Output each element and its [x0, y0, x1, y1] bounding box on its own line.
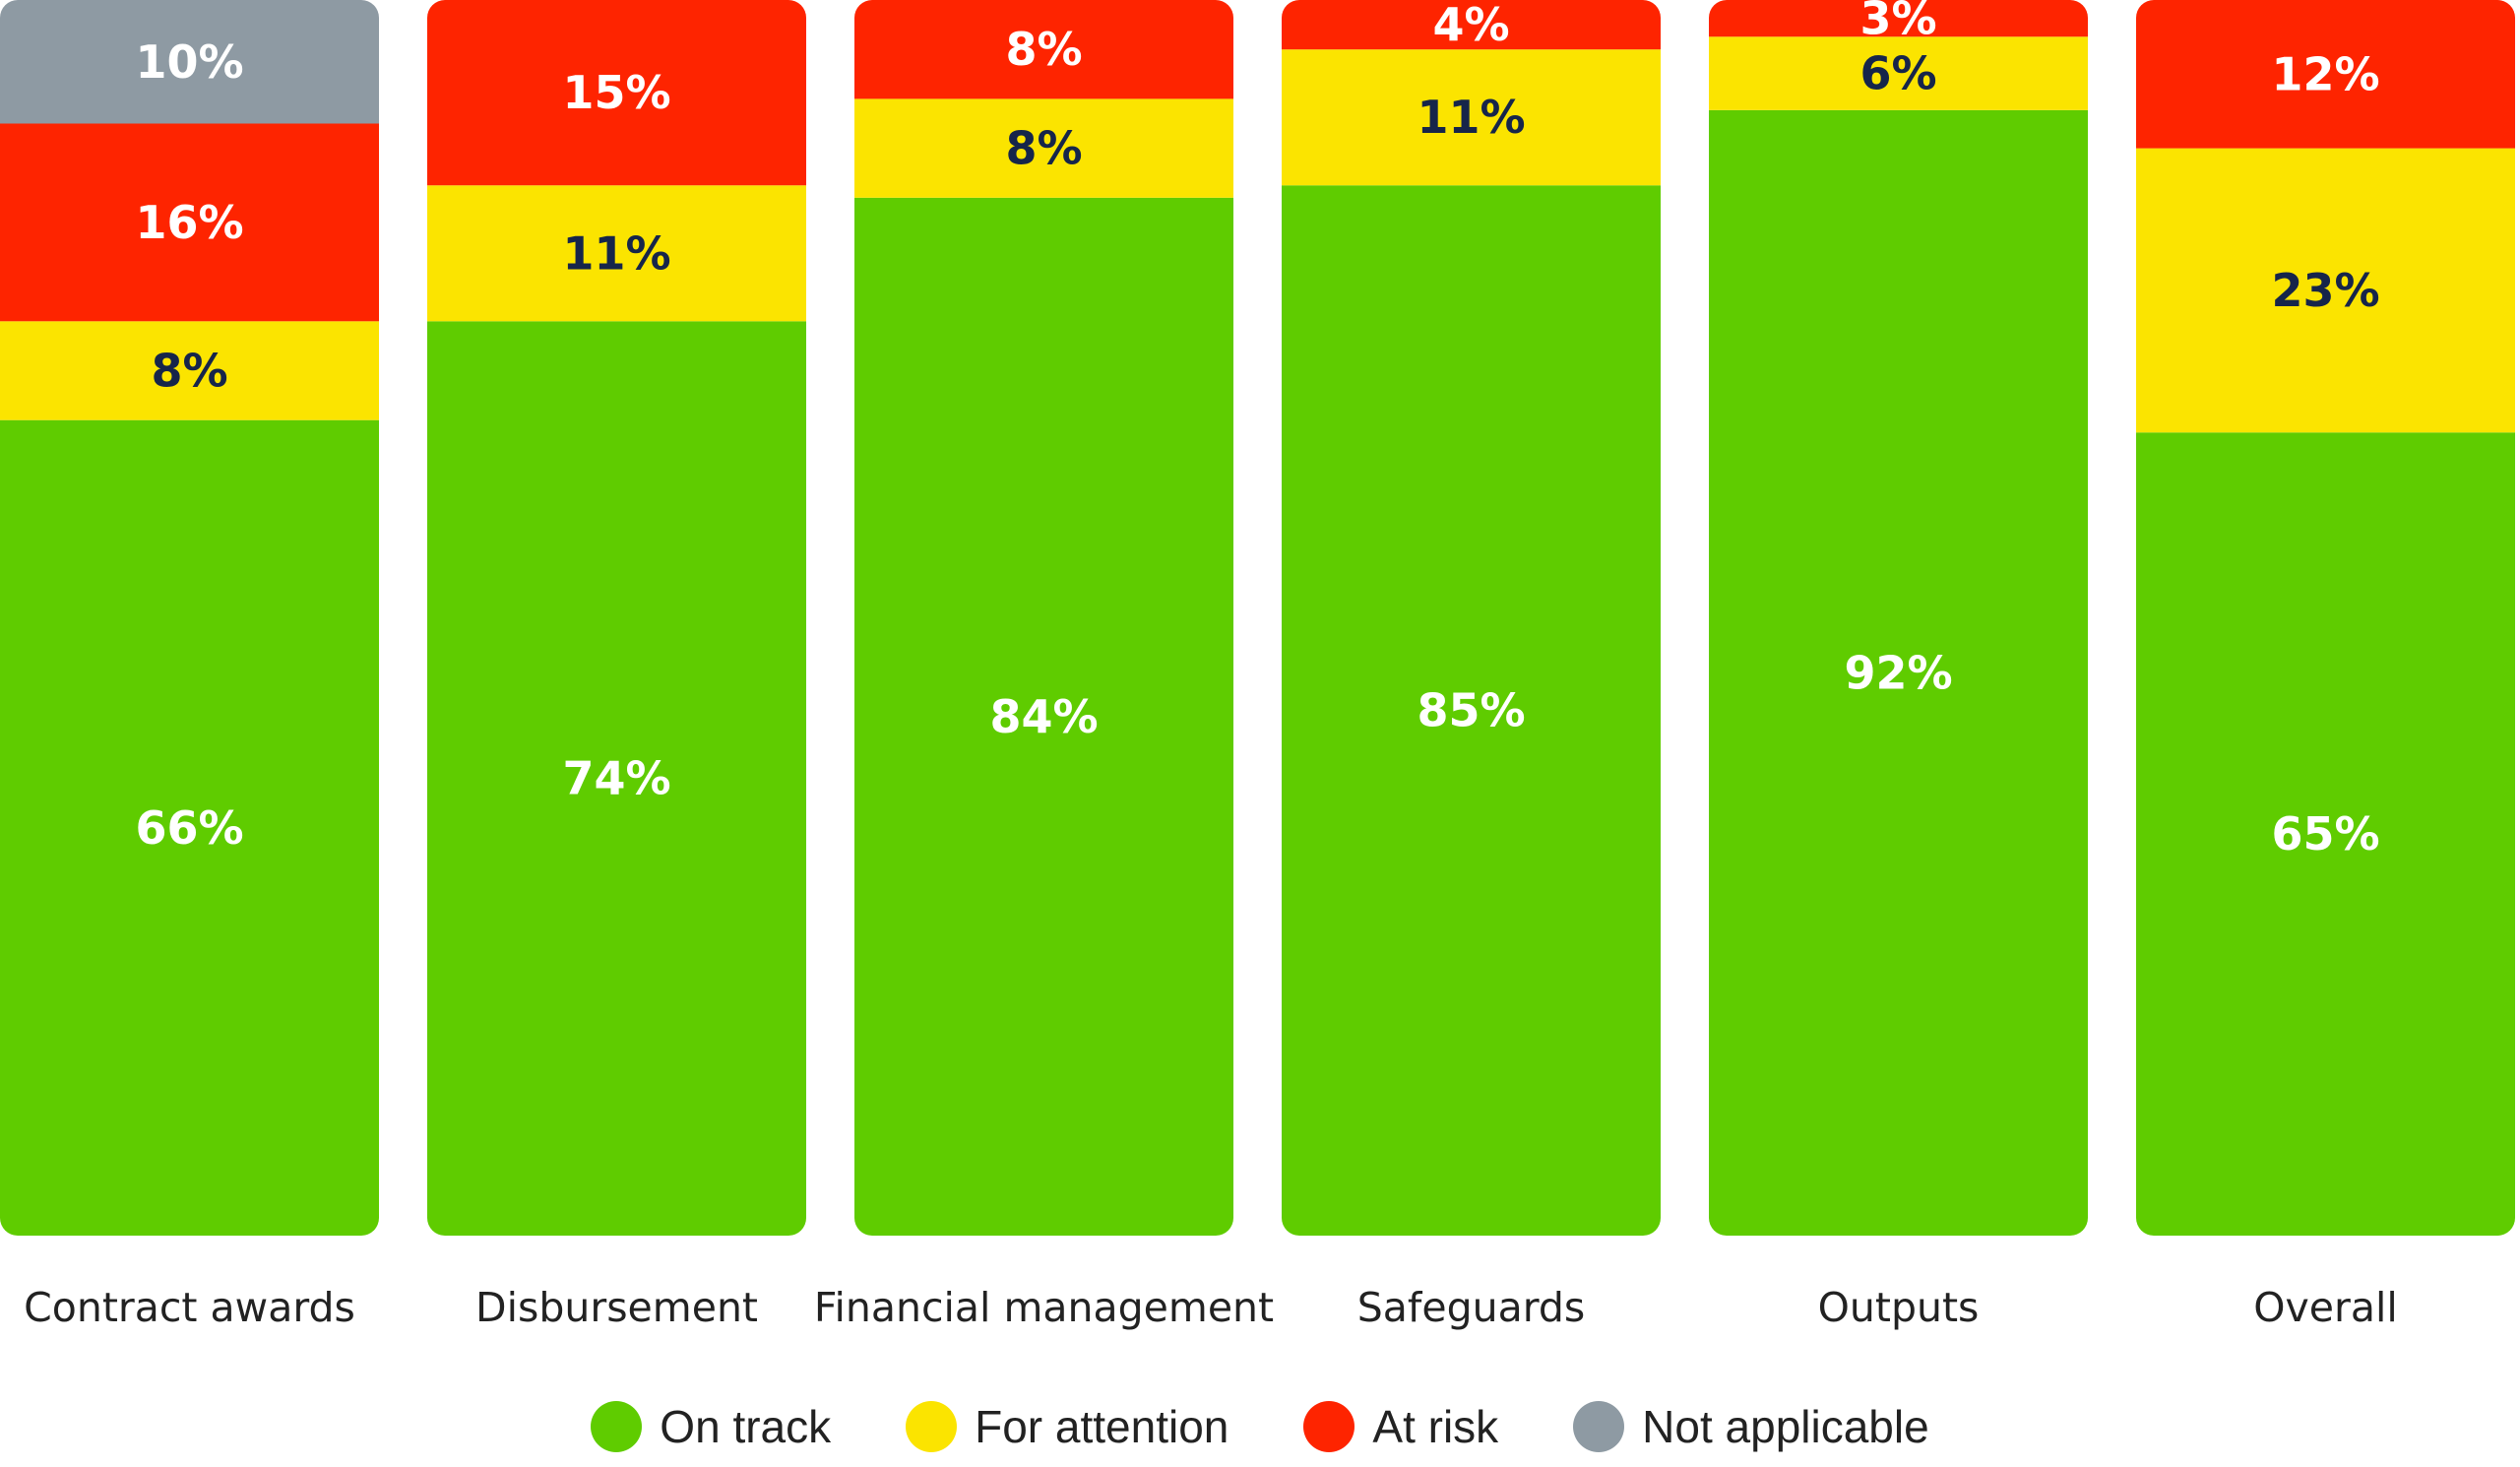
bar-segment-financial-management-at-risk	[854, 0, 1233, 99]
bar-segment-overall-on-track	[2136, 432, 2515, 1236]
legend-item-for-attention: For attention	[906, 1400, 1228, 1453]
legend-label-not-applicable: Not applicable	[1642, 1401, 1929, 1452]
x-tick-label-disbursement: Disbursement	[475, 1284, 758, 1331]
bar-group-contract-awards	[0, 0, 379, 1236]
bar-segment-disbursement-at-risk	[427, 0, 806, 186]
data-label-safeguards-for-attention: 11%	[1417, 91, 1525, 144]
data-label-financial-management-on-track: 84%	[989, 690, 1098, 743]
bar-segment-disbursement-on-track	[427, 321, 806, 1236]
x-tick-label-outputs: Outputs	[1818, 1284, 1980, 1331]
data-label-financial-management-at-risk: 8%	[1005, 23, 1082, 76]
data-label-contract-awards-at-risk: 16%	[135, 196, 243, 249]
data-label-outputs-for-attention: 6%	[1859, 47, 1936, 100]
data-label-contract-awards-not-applicable: 10%	[135, 35, 243, 89]
bar-segment-financial-management-on-track	[854, 197, 1233, 1236]
data-label-disbursement-on-track: 74%	[562, 752, 670, 805]
legend-swatch-on-track	[591, 1401, 643, 1452]
bar-group-outputs	[1709, 0, 2088, 1236]
data-label-contract-awards-on-track: 66%	[135, 801, 243, 855]
bar-segment-disbursement-for-attention	[427, 185, 806, 322]
bar-group-disbursement	[427, 0, 806, 1236]
data-label-overall-for-attention: 23%	[2271, 264, 2379, 317]
x-tick-label-contract-awards: Contract awards	[24, 1284, 355, 1331]
legend-item-on-track: On track	[591, 1400, 831, 1453]
legend-swatch-at-risk	[1303, 1401, 1355, 1452]
data-label-financial-management-for-attention: 8%	[1005, 122, 1082, 175]
bar-segment-outputs-on-track	[1709, 109, 2088, 1236]
x-tick-label-safeguards: Safeguards	[1357, 1284, 1585, 1331]
bar-segment-overall-for-attention	[2136, 148, 2515, 433]
x-tick-label-financial-management: Financial management	[814, 1284, 1274, 1331]
legend-swatch-not-applicable	[1573, 1401, 1625, 1452]
data-label-contract-awards-for-attention: 8%	[151, 345, 227, 398]
legend-label-for-attention: For attention	[975, 1401, 1229, 1452]
bar-group-overall	[2136, 0, 2515, 1236]
bar-segment-overall-at-risk	[2136, 0, 2515, 149]
bar-group-financial-management	[854, 0, 1233, 1236]
bar-segment-outputs-at-risk	[1709, 0, 2088, 37]
data-label-outputs-on-track: 92%	[1844, 646, 1952, 699]
bar-segment-contract-awards-for-attention	[0, 321, 379, 420]
bar-segment-safeguards-at-risk	[1282, 0, 1661, 50]
bar-segment-safeguards-on-track	[1282, 185, 1661, 1236]
bar-segment-financial-management-for-attention	[854, 98, 1233, 198]
legend-label-at-risk: At risk	[1372, 1401, 1499, 1452]
data-label-safeguards-at-risk: 4%	[1432, 0, 1509, 51]
data-label-disbursement-at-risk: 15%	[562, 66, 670, 119]
data-label-outputs-at-risk: 3%	[1859, 0, 1936, 45]
data-label-overall-on-track: 65%	[2271, 807, 2379, 861]
bar-segment-contract-awards-on-track	[0, 419, 379, 1236]
bar-segment-contract-awards-at-risk	[0, 123, 379, 322]
bar-segment-safeguards-for-attention	[1282, 49, 1661, 186]
data-label-overall-at-risk: 12%	[2271, 47, 2379, 100]
legend-item-not-applicable: Not applicable	[1573, 1400, 1929, 1453]
legend: On track For attention At risk Not applicab…	[0, 1392, 2520, 1461]
legend-item-at-risk: At risk	[1303, 1400, 1498, 1453]
bar-segment-outputs-for-attention	[1709, 36, 2088, 110]
data-label-safeguards-on-track: 85%	[1417, 684, 1525, 737]
bar-segment-contract-awards-not-applicable	[0, 0, 379, 124]
x-tick-label-overall: Overall	[2253, 1284, 2398, 1331]
legend-swatch-for-attention	[906, 1401, 958, 1452]
bar-group-safeguards	[1282, 0, 1661, 1236]
data-label-disbursement-for-attention: 11%	[562, 226, 670, 280]
legend-label-on-track: On track	[660, 1401, 832, 1452]
